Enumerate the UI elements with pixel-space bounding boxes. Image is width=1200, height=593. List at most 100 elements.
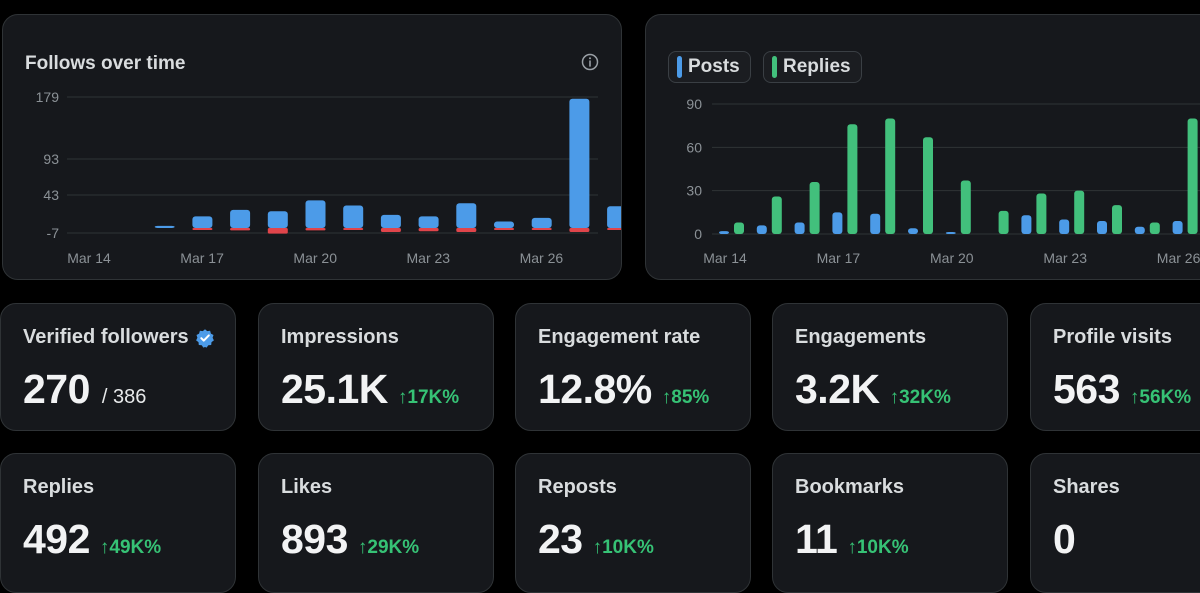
- bar-posts: [945, 232, 956, 234]
- bar-gained: [305, 200, 326, 228]
- stat-total: / 386: [101, 386, 147, 408]
- bar-replies: [1149, 222, 1160, 234]
- stat-label: Engagement rate: [538, 326, 701, 348]
- stat-value: 492: [23, 516, 90, 562]
- stat-change: ↑49K%: [99, 537, 162, 558]
- bar-lost: [305, 228, 326, 231]
- x-tick-label: Mar 20: [930, 250, 974, 266]
- info-icon[interactable]: [581, 53, 599, 71]
- bar-posts: [794, 222, 805, 234]
- y-tick-label: 60: [686, 139, 702, 155]
- bar-posts: [832, 212, 843, 234]
- stat-row: 3.2K ↑32K%: [795, 366, 951, 413]
- stat-card-impressions[interactable]: Impressions 25.1K ↑17K%: [258, 303, 494, 431]
- stat-card-reposts[interactable]: Reposts 23 ↑10K%: [515, 453, 751, 593]
- x-tick-label: Mar 23: [407, 250, 451, 266]
- stat-value: 11: [795, 516, 838, 562]
- bar-replies: [885, 118, 896, 234]
- bar-replies: [734, 222, 744, 234]
- stat-change: ↑10K%: [847, 537, 909, 558]
- bar-gained: [267, 211, 288, 228]
- bar-posts: [1021, 215, 1032, 234]
- x-tick-label: Mar 14: [703, 250, 747, 266]
- stat-value: 0: [1053, 516, 1076, 562]
- bar-gained: [456, 203, 477, 228]
- stat-row: 12.8% ↑85%: [538, 366, 709, 413]
- legend-posts-label: Posts: [688, 56, 740, 77]
- bar-replies: [771, 196, 782, 234]
- bar-posts: [1172, 221, 1183, 234]
- bar-replies: [1112, 205, 1122, 234]
- y-tick-label: -7: [47, 225, 60, 241]
- stat-row: 492 ↑49K%: [23, 516, 161, 563]
- legend-replies[interactable]: Replies: [763, 51, 862, 83]
- stat-card-profile-visits[interactable]: Profile visits 563 ↑56K%: [1030, 303, 1200, 431]
- bar-replies: [1187, 118, 1198, 234]
- stat-label: Shares: [1053, 476, 1120, 498]
- bar-replies: [809, 182, 820, 234]
- bar-lost: [494, 228, 514, 230]
- bar-gained: [192, 216, 213, 228]
- stat-card-likes[interactable]: Likes 893 ↑29K%: [258, 453, 494, 593]
- bar-lost: [192, 228, 213, 230]
- stat-change: ↑56K%: [1129, 387, 1192, 408]
- x-tick-label: Mar 26: [520, 250, 564, 266]
- bar-posts: [1097, 221, 1107, 234]
- bar-lost: [418, 228, 439, 232]
- stat-value: 3.2K: [795, 366, 880, 412]
- y-tick-label: 179: [36, 89, 60, 105]
- stat-row: 0: [1053, 516, 1076, 563]
- bar-lost: [531, 228, 552, 230]
- bar-lost: [380, 228, 401, 232]
- stat-label: Bookmarks: [795, 476, 904, 498]
- bar-posts: [756, 225, 767, 234]
- stat-change: ↑10K%: [592, 537, 654, 558]
- stat-label: Profile visits: [1053, 326, 1172, 348]
- bar-gained: [418, 216, 439, 228]
- x-tick-label: Mar 26: [1157, 250, 1200, 266]
- stat-value: 270: [23, 366, 90, 412]
- stat-row: 893 ↑29K%: [281, 516, 419, 563]
- bar-gained: [154, 225, 175, 228]
- follows-chart-title: Follows over time: [25, 53, 186, 74]
- legend-replies-label: Replies: [783, 56, 851, 77]
- stat-row: 270 / 386: [23, 366, 146, 413]
- replies-swatch: [772, 56, 777, 78]
- stat-row: 23 ↑10K%: [538, 516, 654, 563]
- stat-row: 563 ↑56K%: [1053, 366, 1191, 413]
- bar-replies: [1036, 193, 1047, 234]
- bar-lost: [456, 228, 477, 232]
- bar-posts: [1059, 219, 1070, 234]
- x-tick-label: Mar 20: [293, 250, 337, 266]
- y-tick-label: 90: [686, 96, 702, 112]
- bar-gained: [531, 217, 552, 228]
- stat-row: 25.1K ↑17K%: [281, 366, 459, 413]
- stat-card-engagement-rate[interactable]: Engagement rate 12.8% ↑85%: [515, 303, 751, 431]
- bar-posts: [870, 213, 881, 234]
- stat-card-bookmarks[interactable]: Bookmarks 11 ↑10K%: [772, 453, 1008, 593]
- stat-card-verified-followers[interactable]: Verified followers 270 / 386: [0, 303, 236, 431]
- posts-swatch: [677, 56, 682, 78]
- stat-card-engagements[interactable]: Engagements 3.2K ↑32K%: [772, 303, 1008, 431]
- y-tick-label: 30: [686, 183, 702, 199]
- legend-posts[interactable]: Posts: [668, 51, 751, 83]
- stat-card-shares[interactable]: Shares 0: [1030, 453, 1200, 593]
- y-tick-label: 43: [43, 187, 59, 203]
- y-tick-label: 93: [43, 151, 59, 167]
- bar-lost: [569, 228, 590, 232]
- bar-gained: [607, 206, 621, 228]
- bar-replies: [960, 180, 971, 234]
- stat-card-replies[interactable]: Replies 492 ↑49K%: [0, 453, 236, 593]
- bar-lost: [607, 228, 621, 230]
- stat-change: ↑17K%: [397, 387, 460, 408]
- follows-chart: 179 93 43 -7 Mar 14 Mar 17 Mar 20 Mar 23 Mar 26: [36, 89, 621, 266]
- bar-posts: [1134, 226, 1145, 234]
- follows-chart-card: Follows over time 179 93 43 -7 Mar 14 Mar 17 M…: [2, 14, 622, 280]
- bar-replies: [847, 124, 858, 234]
- stat-value: 12.8%: [538, 366, 652, 412]
- bar-replies: [923, 137, 933, 234]
- stat-row: 11 ↑10K%: [795, 516, 909, 563]
- stat-value: 23: [538, 516, 583, 562]
- x-tick-label: Mar 17: [817, 250, 861, 266]
- stat-label: Replies: [23, 476, 95, 498]
